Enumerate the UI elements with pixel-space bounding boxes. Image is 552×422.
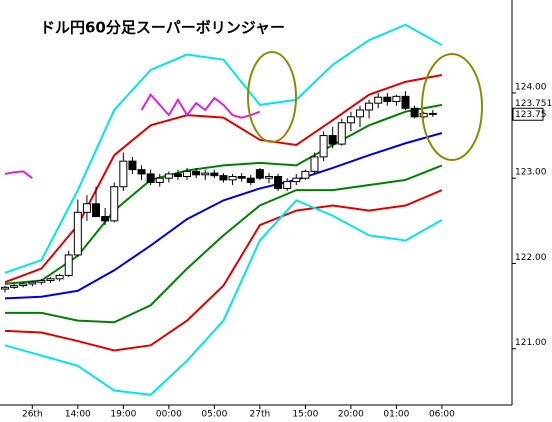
candle-body [255, 169, 264, 179]
y-tick-label: 121.00 [515, 338, 547, 348]
candle-body [337, 122, 346, 145]
band-line [4, 199, 443, 396]
candle-body [401, 95, 410, 109]
candle-body [192, 170, 201, 176]
candle-body [374, 96, 383, 104]
candle-body [319, 135, 328, 158]
candle-body [283, 181, 292, 189]
candle-body [201, 172, 210, 176]
candle-body [92, 203, 101, 218]
price-box [512, 107, 544, 121]
highlight-ellipse [247, 51, 297, 143]
candle-body [82, 203, 91, 213]
candle-body [383, 96, 392, 102]
candle-body [274, 175, 283, 189]
candle-body [365, 102, 374, 111]
candle-body [173, 173, 182, 177]
x-tick-label: 15:00 [292, 410, 318, 420]
candle-body [37, 280, 46, 283]
chart-title: ドル円60分足スーパーボリンジャー [40, 19, 285, 37]
band-line [5, 164, 443, 324]
y-tick-label: 123.00 [515, 168, 547, 178]
candle-body [128, 160, 137, 171]
candle-body [28, 281, 37, 285]
candle-body [55, 274, 64, 280]
candle-body [246, 177, 255, 183]
band-line [4, 23, 443, 274]
x-tick-label: 00:00 [156, 410, 182, 420]
x-tick-label: 06:00 [429, 410, 455, 420]
candle-body [1, 286, 10, 290]
candle-body [46, 278, 55, 282]
x-tick-label: 20:00 [338, 410, 364, 420]
candle-body [146, 173, 155, 183]
x-tick-label: 26th [22, 410, 43, 420]
candle-body [10, 285, 19, 288]
candle-body [137, 169, 146, 175]
band-line [4, 132, 443, 300]
candle-body [264, 175, 273, 179]
y-tick-label: 124.00 [515, 82, 547, 92]
candle-body [310, 156, 319, 172]
candle-body [210, 172, 219, 177]
x-tick-label: 14:00 [65, 410, 91, 420]
candle-body [237, 175, 246, 179]
candle-body [392, 95, 401, 102]
candle-body [64, 254, 73, 276]
lagging-label: 123.751 [515, 99, 552, 109]
x-tick-label: 27th [250, 410, 271, 420]
candle-body [183, 170, 192, 177]
candle-body [419, 112, 428, 118]
candle-body [346, 116, 355, 124]
candle-body [164, 173, 173, 179]
candle-body [328, 135, 337, 145]
candle-body [119, 160, 128, 188]
candle-body [355, 109, 364, 118]
candle-body [292, 177, 301, 183]
band-line [4, 189, 443, 352]
candle-body [410, 107, 419, 118]
price-label: 123.75 [515, 110, 547, 120]
candle-body [301, 170, 310, 179]
candle-body [219, 175, 228, 181]
x-tick-label: 01:00 [383, 410, 409, 420]
candle-body [110, 186, 119, 222]
x-tick-label: 05:00 [201, 410, 227, 420]
highlight-ellipse [421, 53, 483, 161]
plot-area [1, 23, 443, 396]
candle-body [101, 216, 110, 222]
y-tick-label: 122.00 [515, 253, 547, 263]
candle-body [228, 175, 237, 181]
x-tick-label: 19:00 [110, 410, 136, 420]
candle-body [428, 112, 437, 115]
candle-body [155, 177, 164, 183]
lagging-span [4, 92, 261, 180]
candle-body [73, 211, 82, 256]
candle-body [19, 283, 28, 287]
